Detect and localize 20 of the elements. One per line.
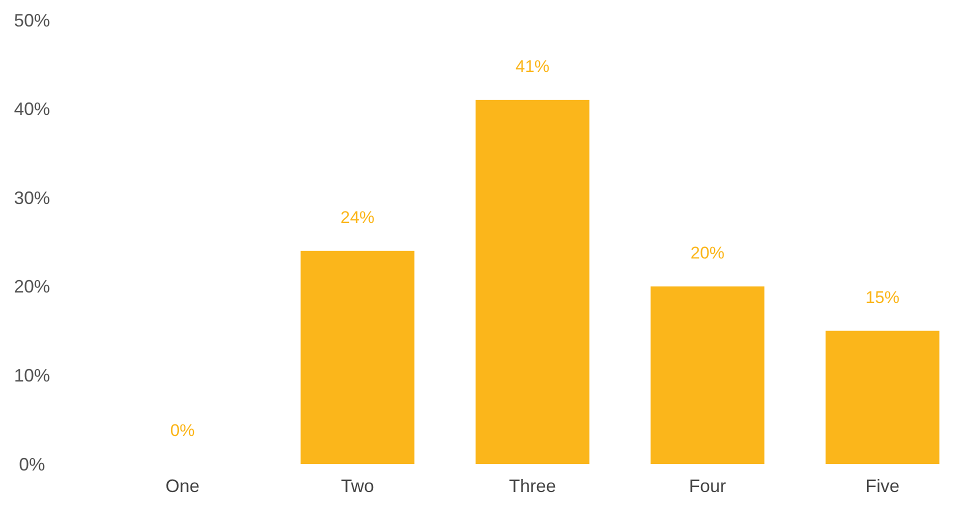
x-tick-label: One [165, 476, 200, 496]
y-tick-label: 50% [14, 10, 50, 30]
data-label: 20% [690, 243, 725, 262]
bar [826, 330, 940, 464]
x-tick-label: Five [865, 476, 900, 496]
bar [300, 250, 414, 464]
x-tick-label: Two [340, 476, 374, 496]
y-tick-label: 30% [14, 188, 50, 208]
data-label: 41% [515, 56, 550, 76]
y-tick-label: 20% [14, 276, 50, 297]
bar [476, 100, 590, 464]
y-tick-label: 10% [14, 366, 50, 386]
y-tick-label: 0% [18, 454, 46, 474]
data-label: 15% [865, 288, 900, 307]
y-tick-label: 40% [14, 99, 50, 120]
x-tick-label: Four [688, 476, 726, 496]
data-label: 24% [340, 208, 375, 227]
data-label: 0% [170, 421, 195, 440]
bar [650, 286, 764, 464]
x-tick-label: Three [508, 476, 556, 496]
